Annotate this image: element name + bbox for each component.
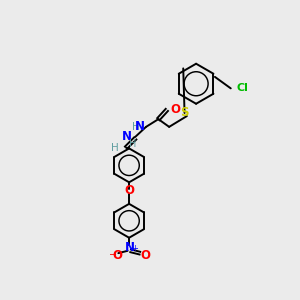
Text: H: H [111, 143, 119, 153]
Text: H: H [128, 139, 136, 149]
Text: N: N [125, 241, 135, 254]
Text: N: N [134, 120, 145, 134]
Text: N: N [122, 130, 132, 143]
Text: −: − [109, 250, 117, 260]
Text: O: O [124, 184, 134, 197]
Text: O: O [140, 249, 150, 262]
Text: O: O [171, 103, 181, 116]
Text: +: + [131, 244, 138, 253]
Text: Cl: Cl [236, 83, 248, 93]
Text: H: H [132, 122, 140, 132]
Text: S: S [180, 106, 189, 119]
Text: O: O [112, 249, 123, 262]
